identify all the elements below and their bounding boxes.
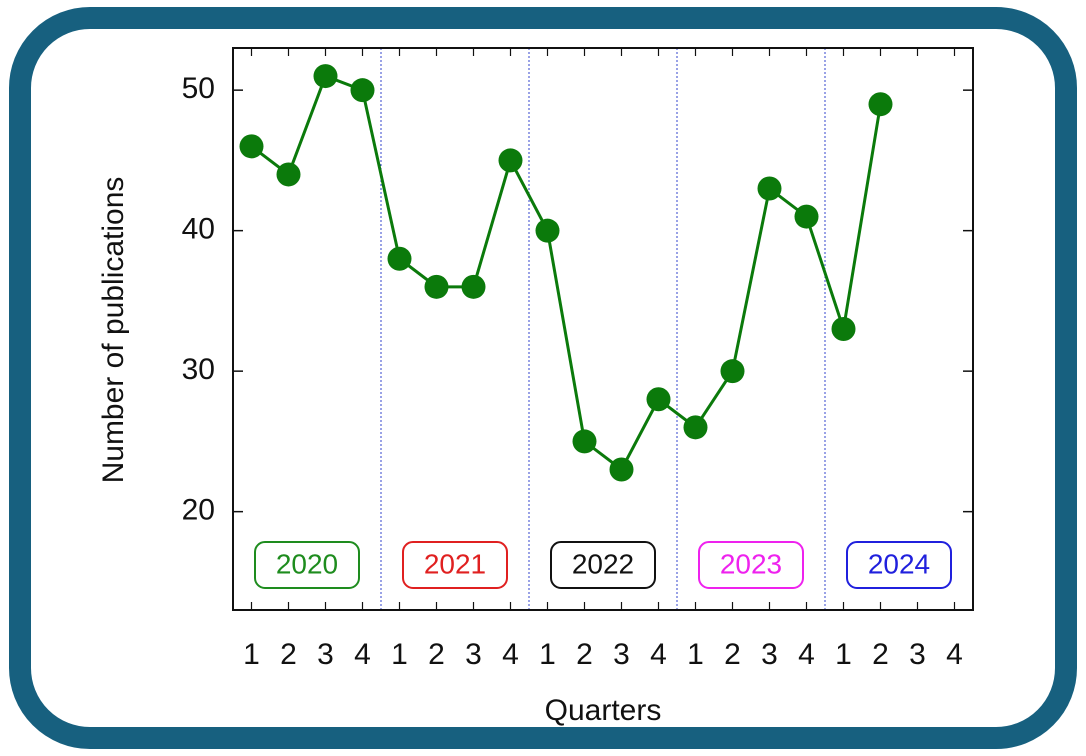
y-tick-label: 50 — [182, 72, 215, 105]
group-box — [254, 541, 360, 589]
group-label: 2023 — [720, 548, 782, 579]
data-point — [276, 162, 301, 187]
group-box — [550, 541, 656, 589]
x-tick-label: 2 — [576, 638, 593, 671]
x-tick-label: 3 — [909, 638, 926, 671]
data-point — [757, 176, 782, 201]
frame — [9, 7, 1077, 749]
x-tick-label: 4 — [650, 638, 667, 671]
group-label: 2024 — [868, 548, 930, 579]
x-tick-label: 1 — [687, 638, 704, 671]
y-tick-label: 40 — [182, 213, 215, 246]
y-axis-label: Number of publications — [97, 177, 130, 484]
x-tick-label: 3 — [761, 638, 778, 671]
x-tick-label: 3 — [465, 638, 482, 671]
x-axis-label: Quarters — [545, 694, 662, 727]
x-tick-label: 4 — [502, 638, 519, 671]
group-box — [846, 541, 952, 589]
group-box — [402, 541, 508, 589]
x-tick-label: 2 — [428, 638, 445, 671]
data-point — [831, 317, 856, 341]
data-point — [239, 134, 264, 159]
x-tick-label: 3 — [317, 638, 334, 671]
plot-area — [232, 47, 974, 611]
x-tick-label: 1 — [835, 638, 852, 671]
x-tick-label: 2 — [280, 638, 297, 671]
x-tick-label: 4 — [946, 638, 963, 671]
x-tick-label: 1 — [243, 638, 260, 671]
data-point — [313, 64, 338, 89]
x-tick-label: 4 — [354, 638, 371, 671]
group-label: 2022 — [572, 548, 634, 579]
data-point — [868, 92, 893, 117]
x-tick-label: 4 — [798, 638, 815, 671]
data-point — [461, 274, 486, 299]
data-point — [609, 457, 634, 482]
x-tick-label: 2 — [872, 638, 889, 671]
group-box — [698, 541, 804, 589]
data-point — [572, 429, 597, 454]
x-tick-label: 3 — [613, 638, 630, 671]
y-tick-label: 30 — [182, 353, 215, 386]
data-point — [683, 415, 708, 440]
data-point — [794, 204, 819, 229]
data-point — [350, 78, 375, 103]
data-point — [498, 148, 523, 173]
x-tick-label: 1 — [391, 638, 408, 671]
x-tick-label: 1 — [539, 638, 556, 671]
group-label: 2020 — [276, 548, 338, 579]
x-tick-label: 2 — [724, 638, 741, 671]
data-point — [535, 218, 560, 243]
y-tick-label: 20 — [182, 494, 215, 527]
data-point — [387, 246, 412, 271]
data-point — [720, 359, 745, 384]
data-point — [646, 387, 671, 412]
data-point — [424, 274, 449, 299]
group-label: 2021 — [424, 548, 486, 579]
